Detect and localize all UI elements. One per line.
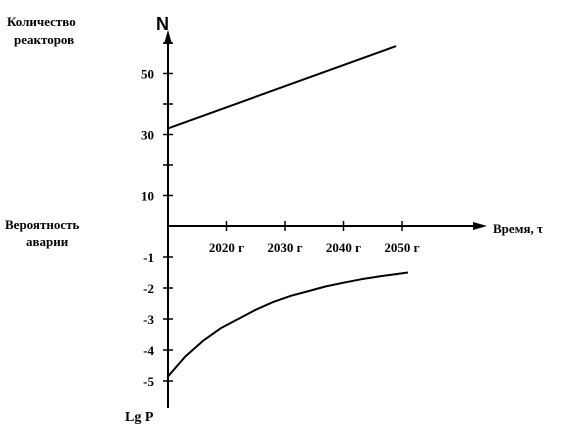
lower-axis-tick-label: -2 bbox=[143, 281, 154, 296]
upper-axis-tick-label: 30 bbox=[141, 128, 154, 143]
upper-axis-symbol: N bbox=[156, 14, 169, 34]
x-axis-arrow bbox=[473, 222, 487, 230]
x-axis-tick-label: 2020 г bbox=[209, 240, 244, 255]
lower-axis-title-line-2: аварии bbox=[26, 234, 69, 249]
tick-labels: 50 30 10 -1 -2 -3 -4 -5 2020 г 2030 г 2040 г 2050 г bbox=[141, 67, 420, 390]
x-axis-label: Время, τ bbox=[493, 221, 543, 236]
axes bbox=[164, 30, 487, 408]
x-axis-tick-label: 2050 г bbox=[384, 240, 419, 255]
upper-axis-title-line-1: Количество bbox=[7, 14, 76, 29]
series-lines bbox=[167, 45, 409, 378]
lower-axis-symbol: Lg P bbox=[125, 410, 154, 425]
upper-axis-title-line-2: реакторов bbox=[14, 32, 74, 47]
x-axis-tick-label: 2040 г bbox=[326, 240, 361, 255]
axis-ticks bbox=[163, 42, 403, 382]
accident-probability-curve bbox=[167, 271, 409, 378]
lower-axis-title-line-1: Вероятность bbox=[5, 217, 79, 232]
lower-axis-tick-label: -4 bbox=[143, 343, 154, 358]
vertical-axis-arrow bbox=[164, 30, 172, 44]
reactor-count-line bbox=[167, 45, 397, 130]
lower-axis-tick-label: -3 bbox=[143, 312, 154, 327]
upper-axis-tick-label: 10 bbox=[141, 189, 154, 204]
lower-axis-tick-label: -5 bbox=[143, 374, 154, 389]
upper-axis-tick-label: 50 bbox=[141, 67, 154, 82]
x-axis-tick-label: 2030 г bbox=[267, 240, 302, 255]
lower-axis-tick-label: -1 bbox=[143, 250, 154, 265]
